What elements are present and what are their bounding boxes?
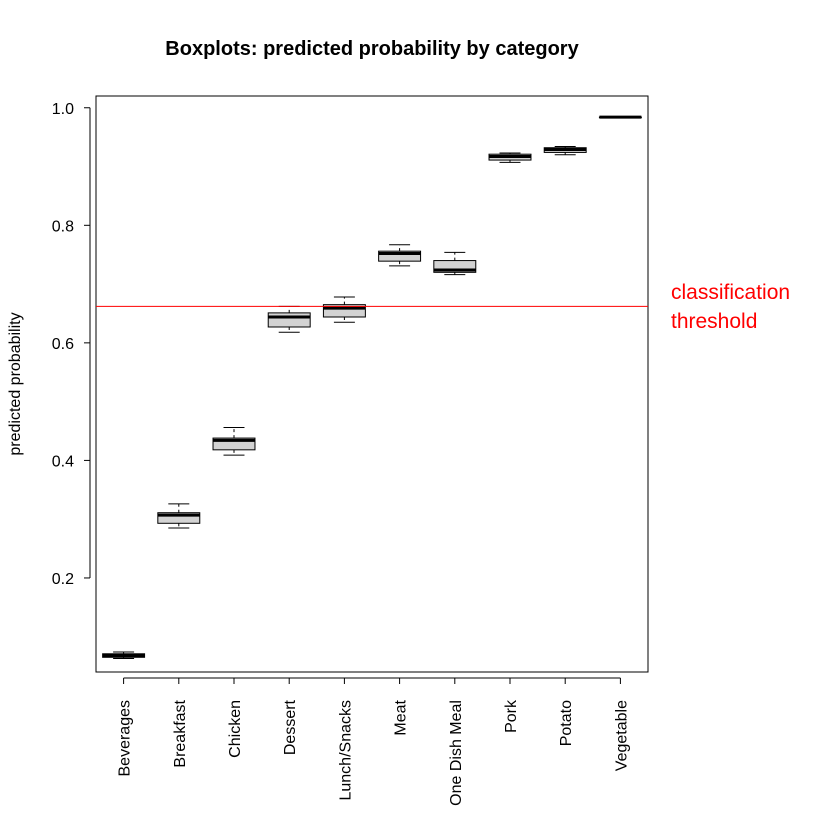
y-tick-label: 0.6 bbox=[52, 336, 74, 353]
x-tick-label: Breakfast bbox=[172, 699, 189, 767]
chart-title: Boxplots: predicted probability by categ… bbox=[165, 38, 579, 60]
box-lunch-snacks bbox=[322, 296, 366, 323]
box-pork bbox=[488, 152, 532, 163]
plot-area-frame bbox=[95, 95, 649, 673]
box-one-dish-meal bbox=[433, 251, 477, 276]
x-tick-label: Meat bbox=[393, 699, 410, 735]
x-tick-label: One Dish Meal bbox=[448, 700, 465, 806]
box-vegetable bbox=[598, 115, 642, 119]
x-axis: Beverages Breakfast Chicken Dessert Lunch/Sn… bbox=[117, 677, 630, 806]
x-tick-label: Beverages bbox=[117, 700, 134, 777]
box-body bbox=[212, 437, 256, 451]
box-body bbox=[378, 250, 422, 262]
box-body bbox=[433, 260, 477, 273]
threshold-label: classification bbox=[671, 281, 790, 304]
box-body bbox=[157, 512, 201, 524]
box-beverages bbox=[102, 651, 146, 659]
box-potato bbox=[543, 146, 587, 156]
y-tick-label: 0.8 bbox=[52, 218, 74, 235]
x-tick-label: Lunch/Snacks bbox=[337, 700, 354, 801]
y-tick-label: 1.0 bbox=[52, 101, 74, 118]
y-tick-label: 0.2 bbox=[52, 571, 74, 588]
box-chicken bbox=[212, 426, 256, 456]
box-meat bbox=[378, 244, 422, 267]
y-tick-label: 0.4 bbox=[52, 453, 74, 470]
box-body bbox=[267, 312, 311, 328]
threshold-group: classification threshold bbox=[96, 281, 790, 333]
y-axis-label: predicted probability bbox=[7, 312, 24, 455]
x-tick-label: Potato bbox=[558, 700, 575, 746]
box-breakfast bbox=[157, 503, 201, 529]
boxes bbox=[102, 115, 642, 659]
threshold-label: threshold bbox=[671, 310, 757, 333]
x-tick-label: Vegetable bbox=[613, 700, 630, 771]
box-dessert bbox=[267, 305, 311, 333]
x-tick-label: Dessert bbox=[282, 699, 299, 755]
x-tick-label: Chicken bbox=[227, 700, 244, 758]
y-axis: 0.2 0.4 0.6 0.8 1.0 bbox=[52, 101, 91, 588]
x-tick-label: Pork bbox=[503, 699, 520, 733]
